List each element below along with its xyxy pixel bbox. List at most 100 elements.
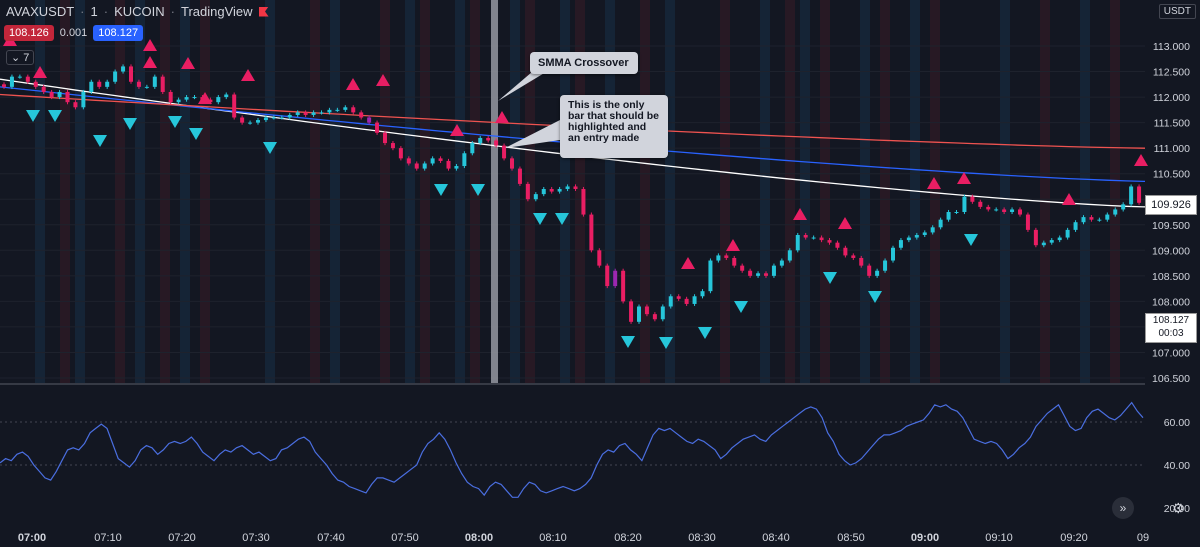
price-tick: 108.500 <box>1152 271 1190 283</box>
candle <box>1113 209 1118 215</box>
ask-button[interactable]: 108.127 <box>93 25 144 41</box>
candle <box>256 120 260 123</box>
candle <box>121 66 126 72</box>
candle <box>1010 209 1015 212</box>
candle <box>541 189 546 195</box>
candle <box>129 66 133 82</box>
scroll-to-latest-button[interactable]: » <box>1112 497 1134 519</box>
indicators-toggle[interactable]: ⌄ 7 <box>6 50 35 65</box>
candle <box>105 81 110 87</box>
band <box>160 0 170 383</box>
candle <box>740 265 745 271</box>
interval[interactable]: 1 <box>90 4 98 19</box>
candle <box>232 94 237 118</box>
symbol-header[interactable]: AVAXUSDT · 1 · KUCOIN · TradingView <box>6 4 269 19</box>
candle <box>279 117 284 119</box>
sell-signal-marker <box>346 78 360 90</box>
candle <box>494 140 499 146</box>
candle <box>525 183 530 200</box>
gear-icon[interactable]: ⚙ <box>1172 500 1185 516</box>
sell-signal-marker <box>1062 193 1076 205</box>
candle <box>438 158 443 161</box>
candle <box>660 306 665 320</box>
candle <box>1049 240 1054 243</box>
band <box>75 0 85 383</box>
band <box>1080 0 1090 383</box>
candle <box>644 306 649 315</box>
time-tick: 08:10 <box>539 532 567 544</box>
oscillator-axis[interactable]: 60.00 40.00 20.00 <box>1164 417 1190 515</box>
band <box>135 0 145 383</box>
buy-signal-marker <box>555 213 569 225</box>
candle <box>9 76 14 87</box>
band <box>265 0 275 383</box>
band <box>60 0 70 383</box>
candle <box>748 270 753 276</box>
candle <box>295 112 300 115</box>
candle <box>176 99 181 103</box>
candle <box>605 265 610 287</box>
candle <box>724 255 729 258</box>
price-tick: 111.000 <box>1154 143 1191 155</box>
buy-signal-marker <box>93 135 107 147</box>
band <box>510 0 520 383</box>
buy-signal-marker <box>168 116 182 128</box>
band <box>180 0 190 383</box>
buy-signal-marker <box>189 128 203 140</box>
sell-signal-marker <box>376 74 390 86</box>
candle <box>986 206 991 210</box>
candle <box>978 201 983 207</box>
oscillator-line <box>0 401 1144 498</box>
time-axis[interactable]: 07:00 07:10 07:20 07:30 07:40 07:50 08:00 08:10… <box>18 532 1149 544</box>
candle <box>81 91 86 108</box>
candle <box>470 143 475 154</box>
current-price-label: 108.127 00:03 <box>1145 313 1197 343</box>
symbol-name[interactable]: AVAXUSDT <box>6 4 75 19</box>
candle <box>462 153 467 167</box>
band <box>1040 0 1050 383</box>
candle <box>192 97 197 99</box>
candle <box>652 314 657 320</box>
band <box>420 0 430 383</box>
candle <box>573 186 578 190</box>
candle <box>891 247 895 261</box>
price-tick: 109.000 <box>1152 245 1190 257</box>
osc-tick: 20.00 <box>1164 503 1190 515</box>
candle <box>1025 214 1030 230</box>
candle <box>629 301 634 322</box>
candle <box>446 160 451 169</box>
sell-signal-marker <box>450 124 464 136</box>
spread-value: 0.001 <box>59 27 88 39</box>
price-tick: 107.000 <box>1152 347 1190 359</box>
candle <box>271 117 276 119</box>
candle <box>946 212 951 220</box>
sell-signal-marker <box>143 39 157 51</box>
currency-label[interactable]: USDT <box>1158 4 1196 19</box>
candle <box>73 102 78 108</box>
candle <box>303 112 308 115</box>
candle <box>1129 186 1134 205</box>
price-tick: 108.000 <box>1152 296 1190 308</box>
callout-pointer-1 <box>498 72 546 101</box>
candle <box>756 273 761 276</box>
time-tick: 08:00 <box>465 532 493 544</box>
band <box>35 0 45 383</box>
osc-tick: 60.00 <box>1164 417 1190 429</box>
candle <box>597 250 602 266</box>
chevron-down-icon: ⌄ <box>11 52 21 64</box>
candle <box>208 99 213 103</box>
candle <box>57 91 62 98</box>
bid-ask-panel[interactable]: 108.126 0.001 108.127 <box>4 25 144 41</box>
candle <box>414 163 419 169</box>
flag-icon[interactable] <box>258 6 269 17</box>
band <box>115 0 125 383</box>
source: TradingView <box>180 4 253 19</box>
band <box>310 0 320 383</box>
bid-button[interactable]: 108.126 <box>4 25 54 41</box>
sell-signal-marker <box>681 257 695 269</box>
exchange: KUCOIN <box>114 4 165 19</box>
candle <box>502 145 507 159</box>
candle <box>1041 242 1046 246</box>
signal-markers <box>3 34 1148 349</box>
